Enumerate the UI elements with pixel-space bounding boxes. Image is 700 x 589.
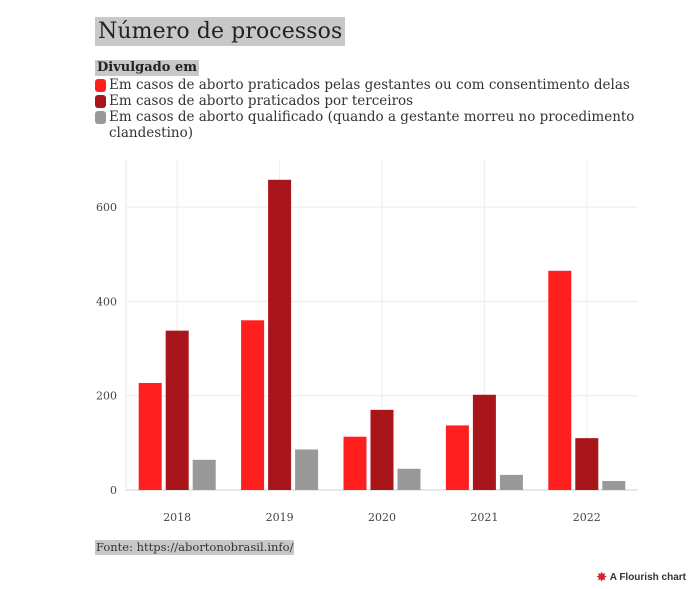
- bar-2022-series-2[interactable]: [575, 438, 599, 490]
- bar-2019-series-2[interactable]: [268, 179, 292, 491]
- flourish-logo-icon: ✸: [596, 570, 607, 584]
- bar-2021-series-3[interactable]: [499, 474, 523, 490]
- x-tick-label: 2018: [163, 511, 191, 524]
- bar-2021-series-1[interactable]: [445, 425, 469, 490]
- bar-2018-series-1[interactable]: [138, 382, 162, 490]
- legend-swatch-qualificado: [95, 111, 106, 124]
- x-tick-label: 2019: [266, 511, 294, 524]
- bar-2021-series-2[interactable]: [472, 394, 496, 490]
- bar-2018-series-2[interactable]: [165, 330, 189, 490]
- bar-2018-series-3[interactable]: [192, 459, 216, 490]
- x-tick-label: 2020: [368, 511, 396, 524]
- bar-2022-series-1[interactable]: [548, 270, 572, 490]
- chart-title: Número de processos: [95, 17, 346, 46]
- legend-item-consentimento[interactable]: Em casos de aborto praticados pelas gest…: [95, 77, 655, 93]
- legend-item-qualificado[interactable]: Em casos de aborto qualificado (quando a…: [95, 109, 655, 141]
- bar-2019-series-1[interactable]: [241, 320, 265, 490]
- x-tick-label: 2021: [470, 511, 498, 524]
- flourish-credit-label: A Flourish chart: [609, 571, 686, 583]
- y-tick-label: 400: [96, 295, 117, 308]
- y-tick-label: 600: [96, 201, 117, 214]
- legend-label-consentimento: Em casos de aborto praticados pelas gest…: [109, 77, 630, 93]
- bar-2020-series-2[interactable]: [370, 409, 394, 490]
- legend-swatch-consentimento: [95, 79, 106, 92]
- bar-2020-series-3[interactable]: [397, 468, 421, 490]
- flourish-credit[interactable]: ✸ A Flourish chart: [597, 570, 686, 584]
- source-note[interactable]: Fonte: https://abortonobrasil.info/: [95, 540, 295, 555]
- legend: Em casos de aborto praticados pelas gest…: [95, 77, 655, 141]
- legend-item-terceiros[interactable]: Em casos de aborto praticados por tercei…: [95, 93, 655, 109]
- y-tick-label: 0: [110, 484, 117, 497]
- bar-2022-series-3[interactable]: [602, 481, 626, 490]
- bar-2020-series-1[interactable]: [343, 436, 367, 490]
- y-tick-label: 200: [96, 390, 117, 403]
- legend-title: Divulgado em: [95, 60, 199, 76]
- legend-swatch-terceiros: [95, 95, 106, 108]
- x-tick-label: 2022: [573, 511, 601, 524]
- axis-layer: 0 200 400 600 2018 2019 2020 2021 2022: [96, 201, 601, 524]
- legend-label-terceiros: Em casos de aborto praticados por tercei…: [109, 93, 414, 109]
- bars-layer: [138, 179, 626, 491]
- bar-2019-series-3[interactable]: [295, 449, 319, 490]
- legend-label-qualificado: Em casos de aborto qualificado (quando a…: [109, 109, 635, 141]
